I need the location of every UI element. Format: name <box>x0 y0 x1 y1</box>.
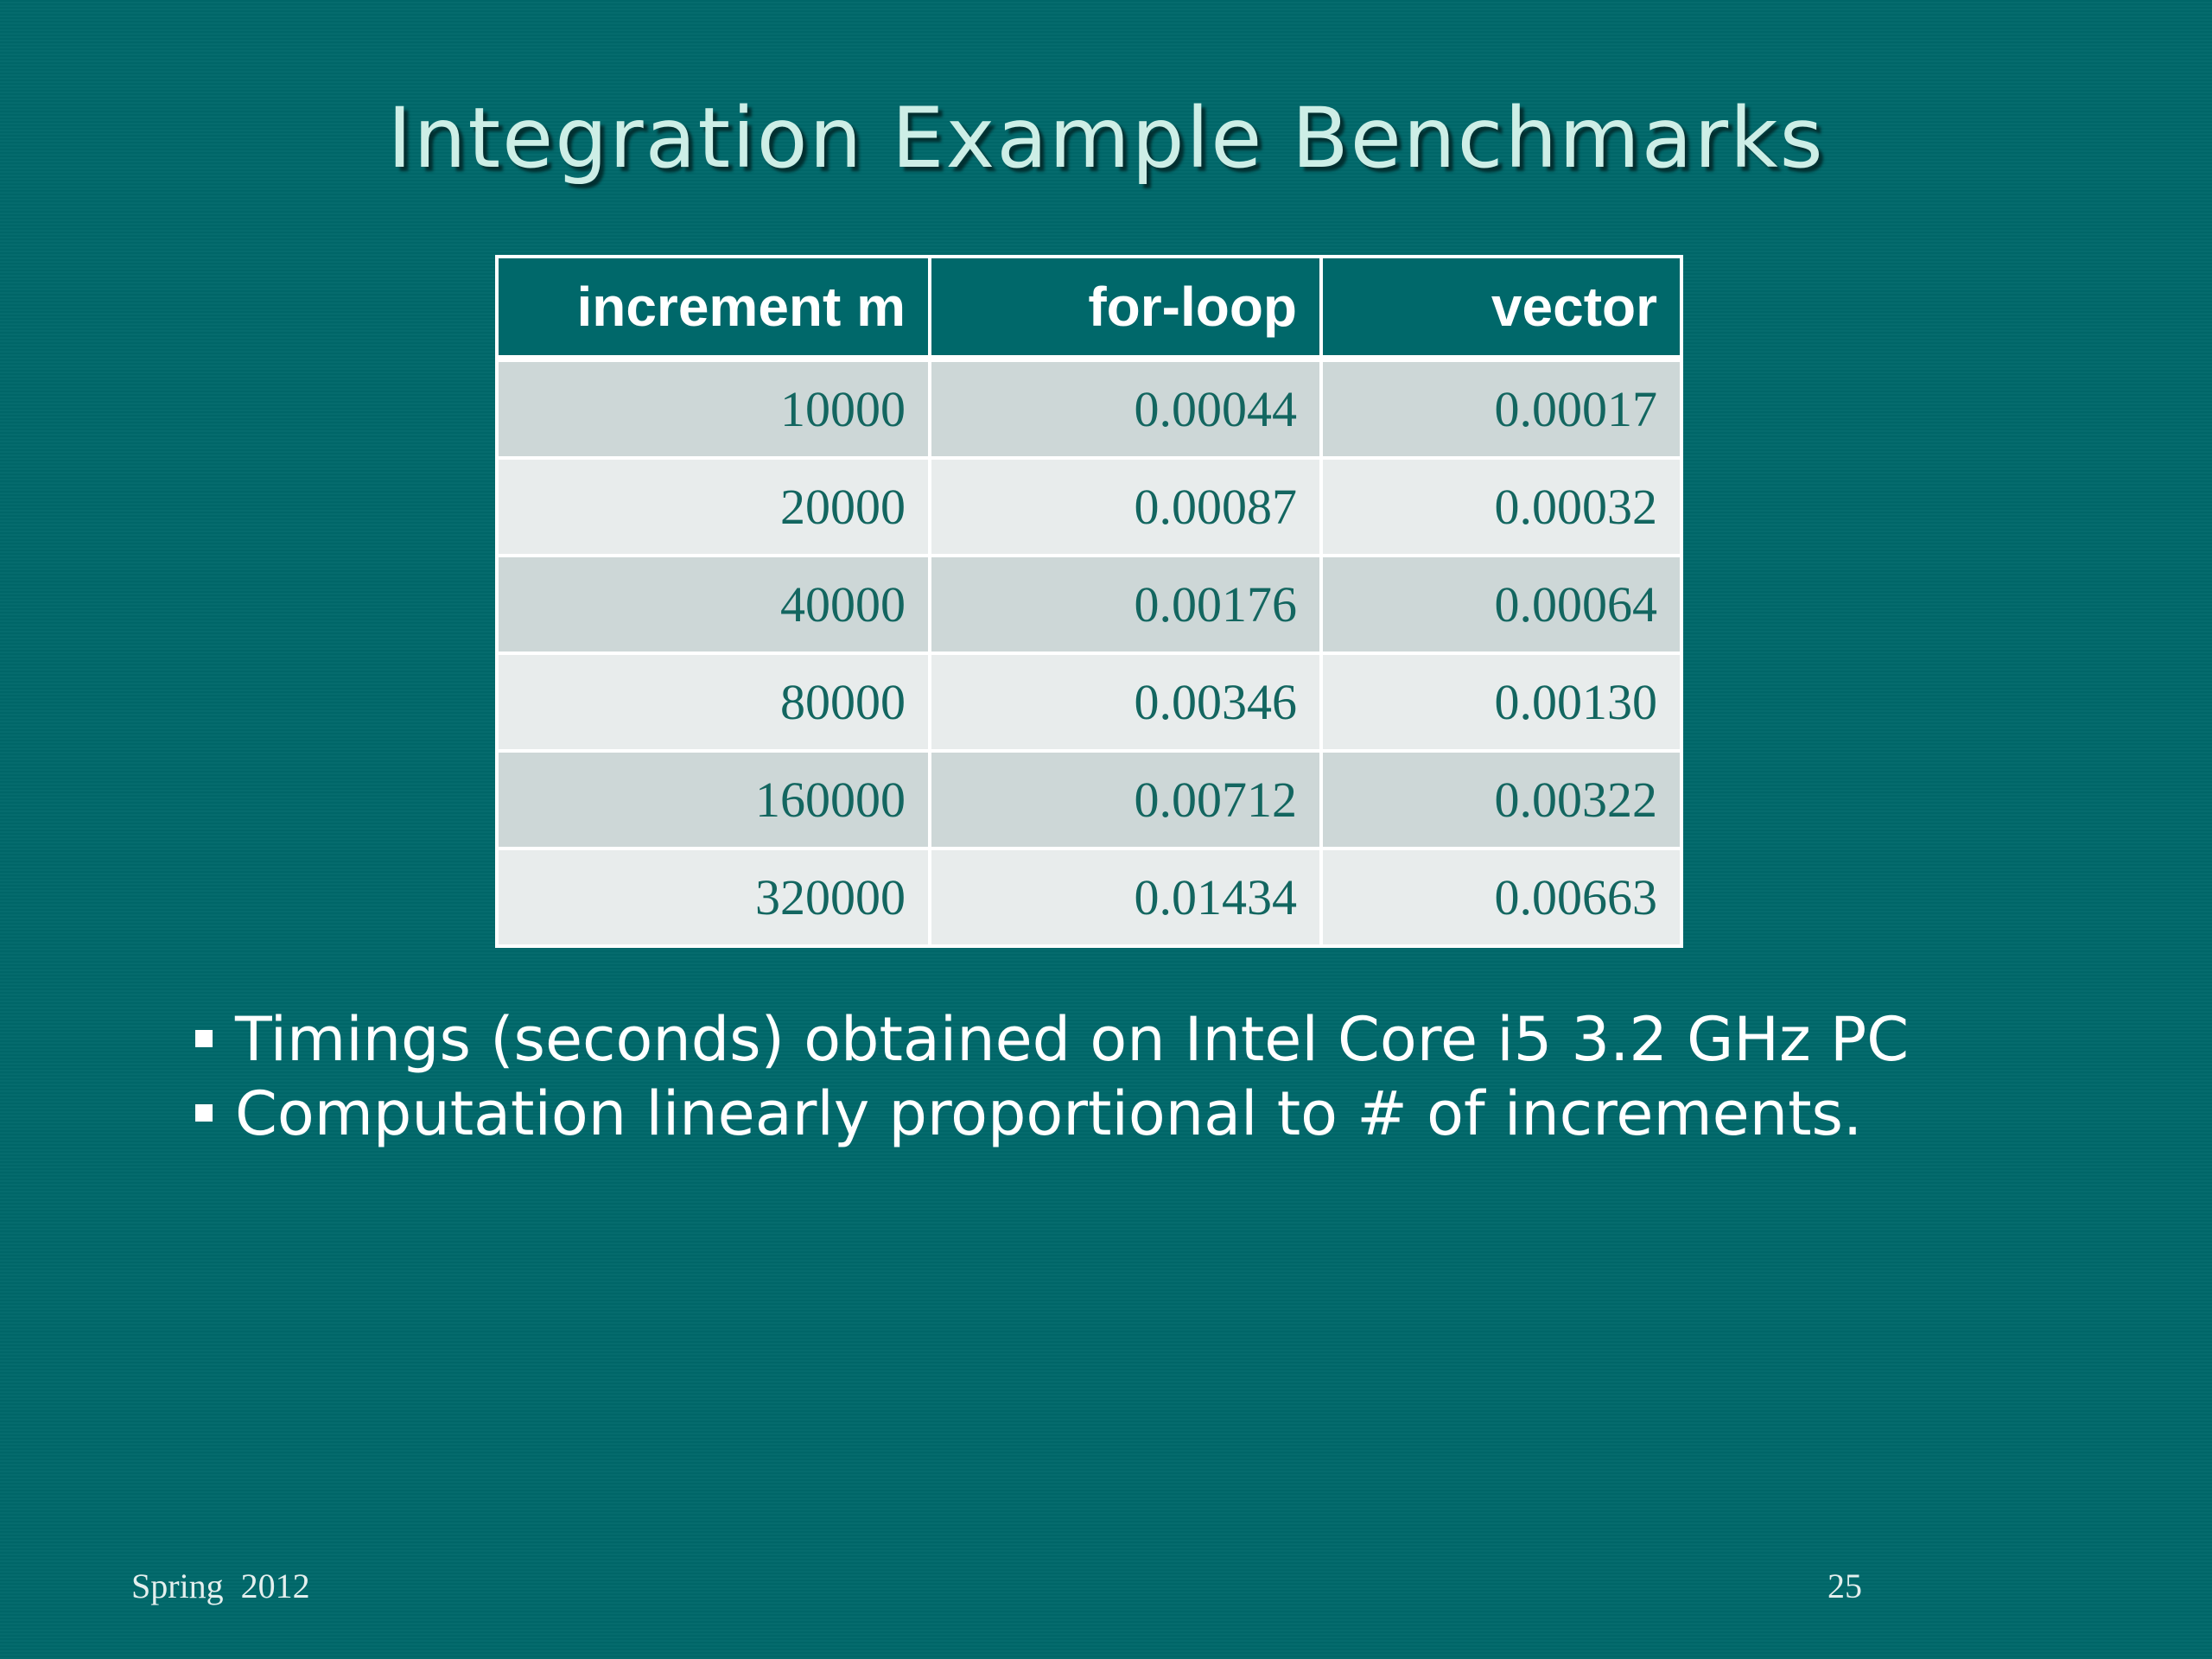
page-number: 25 <box>1827 1567 1862 1605</box>
bullet-text: Computation linearly proportional to # o… <box>235 1078 1863 1149</box>
column-header-vector: vector <box>1319 255 1683 362</box>
benchmark-table: increment m for-loop vector 10000 0.0004… <box>495 255 1683 948</box>
table-row: 320000 0.01434 0.00663 <box>495 847 1683 948</box>
cell-for-loop: 0.00044 <box>928 357 1323 460</box>
cell-vector: 0.00032 <box>1319 456 1683 557</box>
bullet-item: Computation linearly proportional to # o… <box>190 1077 1909 1151</box>
cell-increment: 10000 <box>495 357 931 460</box>
square-bullet-icon <box>195 1104 213 1122</box>
column-header-for-loop: for-loop <box>928 255 1323 362</box>
table-row: 10000 0.00044 0.00017 <box>495 357 1683 460</box>
table-row: 20000 0.00087 0.00032 <box>495 456 1683 557</box>
cell-increment: 80000 <box>495 652 931 753</box>
table-row: 40000 0.00176 0.00064 <box>495 554 1683 655</box>
table-row: 160000 0.00712 0.00322 <box>495 749 1683 850</box>
slide-title: Integration Example Benchmarks <box>387 90 1825 187</box>
cell-increment: 40000 <box>495 554 931 655</box>
cell-for-loop: 0.00346 <box>928 652 1323 753</box>
table-row: 80000 0.00346 0.00130 <box>495 652 1683 753</box>
cell-for-loop: 0.01434 <box>928 847 1323 948</box>
cell-for-loop: 0.00087 <box>928 456 1323 557</box>
cell-increment: 20000 <box>495 456 931 557</box>
cell-increment: 320000 <box>495 847 931 948</box>
cell-vector: 0.00663 <box>1319 847 1683 948</box>
cell-vector: 0.00130 <box>1319 652 1683 753</box>
cell-vector: 0.00017 <box>1319 357 1683 460</box>
cell-vector: 0.00322 <box>1319 749 1683 850</box>
bullet-text: Timings (seconds) obtained on Intel Core… <box>235 1004 1910 1075</box>
bullet-item: Timings (seconds) obtained on Intel Core… <box>190 1002 1909 1077</box>
column-header-increment: increment m <box>495 255 931 362</box>
cell-for-loop: 0.00712 <box>928 749 1323 850</box>
table-header-row: increment m for-loop vector <box>495 255 1683 362</box>
cell-vector: 0.00064 <box>1319 554 1683 655</box>
cell-increment: 160000 <box>495 749 931 850</box>
cell-for-loop: 0.00176 <box>928 554 1323 655</box>
square-bullet-icon <box>195 1030 213 1047</box>
bullet-list: Timings (seconds) obtained on Intel Core… <box>190 1002 1909 1151</box>
footer-date: Spring 2012 <box>131 1567 310 1605</box>
